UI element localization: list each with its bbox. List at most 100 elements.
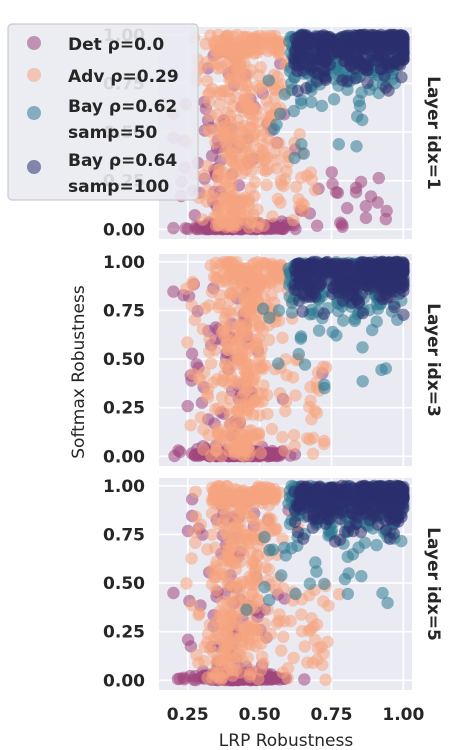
scatter-point (258, 530, 271, 544)
scatter-point (388, 300, 401, 314)
scatter-point (327, 93, 341, 106)
scatter-point (295, 608, 308, 621)
scatter-point (350, 140, 363, 153)
scatter-point (380, 523, 393, 536)
scatter-point (356, 375, 369, 388)
scatter-point (208, 343, 221, 357)
scatter-point (186, 278, 199, 292)
scatter-point (252, 69, 266, 82)
scatter-point (330, 186, 343, 199)
scatter-point (278, 615, 291, 628)
scatter-point (376, 586, 389, 600)
scatter-point (209, 44, 222, 58)
scatter-points (167, 255, 410, 463)
scatter-point (220, 151, 234, 164)
scatter-point (216, 165, 230, 178)
scatter-point (291, 64, 304, 78)
scatter-point (295, 171, 308, 184)
scatter-point (231, 405, 244, 418)
scatter-point (188, 313, 202, 327)
scatter-point (297, 147, 310, 160)
scatter-point (296, 197, 309, 210)
scatter-point (277, 630, 290, 643)
scatter-point (268, 146, 281, 160)
scatter-point (221, 494, 234, 507)
scatter-point (246, 301, 259, 314)
scatter-point (354, 56, 367, 70)
scatter-point (288, 485, 301, 498)
scatter-point (317, 437, 331, 451)
scatter-point (181, 336, 194, 349)
scatter-point (223, 294, 236, 307)
scatter-point (208, 571, 221, 584)
scatter-point (326, 484, 339, 498)
scatter-point (194, 411, 208, 424)
scatter-point (228, 447, 241, 461)
scatter-point (258, 154, 271, 167)
scatter-point (240, 146, 253, 159)
scatter-point (181, 633, 195, 646)
scatter-point (261, 407, 274, 420)
scatter-point (287, 651, 300, 665)
scatter-point (267, 672, 281, 685)
scatter-point (288, 283, 301, 296)
scatter-point (294, 330, 308, 343)
scatter-point (396, 256, 409, 269)
scatter-point (248, 176, 262, 189)
scatter-point (272, 47, 286, 60)
scatter-point (380, 281, 393, 294)
y-tick-labels: 0.00 0.25 0.50 0.75 1.00 (103, 253, 145, 467)
scatter-point (239, 163, 252, 176)
scatter-point (307, 59, 320, 72)
scatter-point (288, 515, 302, 529)
scatter-point (279, 404, 292, 418)
scatter-point (266, 210, 279, 223)
scatter-point (272, 357, 285, 370)
scatter-point (210, 272, 224, 285)
y-tick-labels: 0.00 0.25 0.50 0.75 1.00 (103, 477, 145, 691)
scatter-point (197, 443, 210, 456)
scatter-point (350, 278, 363, 291)
scatter-point (222, 84, 235, 98)
scatter-point (226, 100, 239, 113)
scatter-point (230, 63, 243, 76)
scatter-point (390, 510, 403, 524)
scatter-point (221, 578, 234, 592)
scatter-point (196, 322, 209, 336)
scatter-point (221, 343, 235, 356)
scatter-point (381, 596, 394, 610)
scatter-point (395, 534, 408, 548)
scatter-point (314, 277, 327, 290)
scatter-point (355, 261, 368, 274)
scatter-point (305, 612, 318, 625)
scatter-point (310, 406, 324, 420)
scatter-point (211, 57, 224, 70)
scatter-point (358, 536, 372, 549)
scatter-point (312, 324, 326, 337)
scatter-point (232, 211, 245, 225)
scatter-point (212, 301, 225, 314)
scatter-point (179, 222, 192, 235)
scatter-point (320, 256, 333, 269)
scatter-point (201, 159, 214, 173)
scatter-point (245, 258, 259, 272)
scatter-point (228, 159, 242, 172)
scatter-point (220, 58, 233, 71)
scatter-point (278, 541, 291, 554)
scatter-point (205, 528, 219, 541)
scatter-point (218, 312, 232, 325)
scatter-point (298, 358, 312, 371)
panel-layer-3: 0.00 0.25 0.50 0.75 1.00 Layer idx=3 (103, 253, 443, 467)
scatter-point (341, 587, 354, 601)
scatter-point (272, 304, 286, 317)
scatter-point (228, 436, 241, 449)
scatter-point (209, 256, 223, 269)
scatter-point (220, 220, 233, 234)
scatter-point (243, 570, 256, 583)
scatter-point (289, 180, 303, 193)
scatter-point (352, 94, 366, 108)
scatter-point (278, 88, 291, 101)
scatter-point (223, 44, 237, 58)
scatter-point (296, 305, 309, 318)
scatter-point (259, 164, 273, 178)
